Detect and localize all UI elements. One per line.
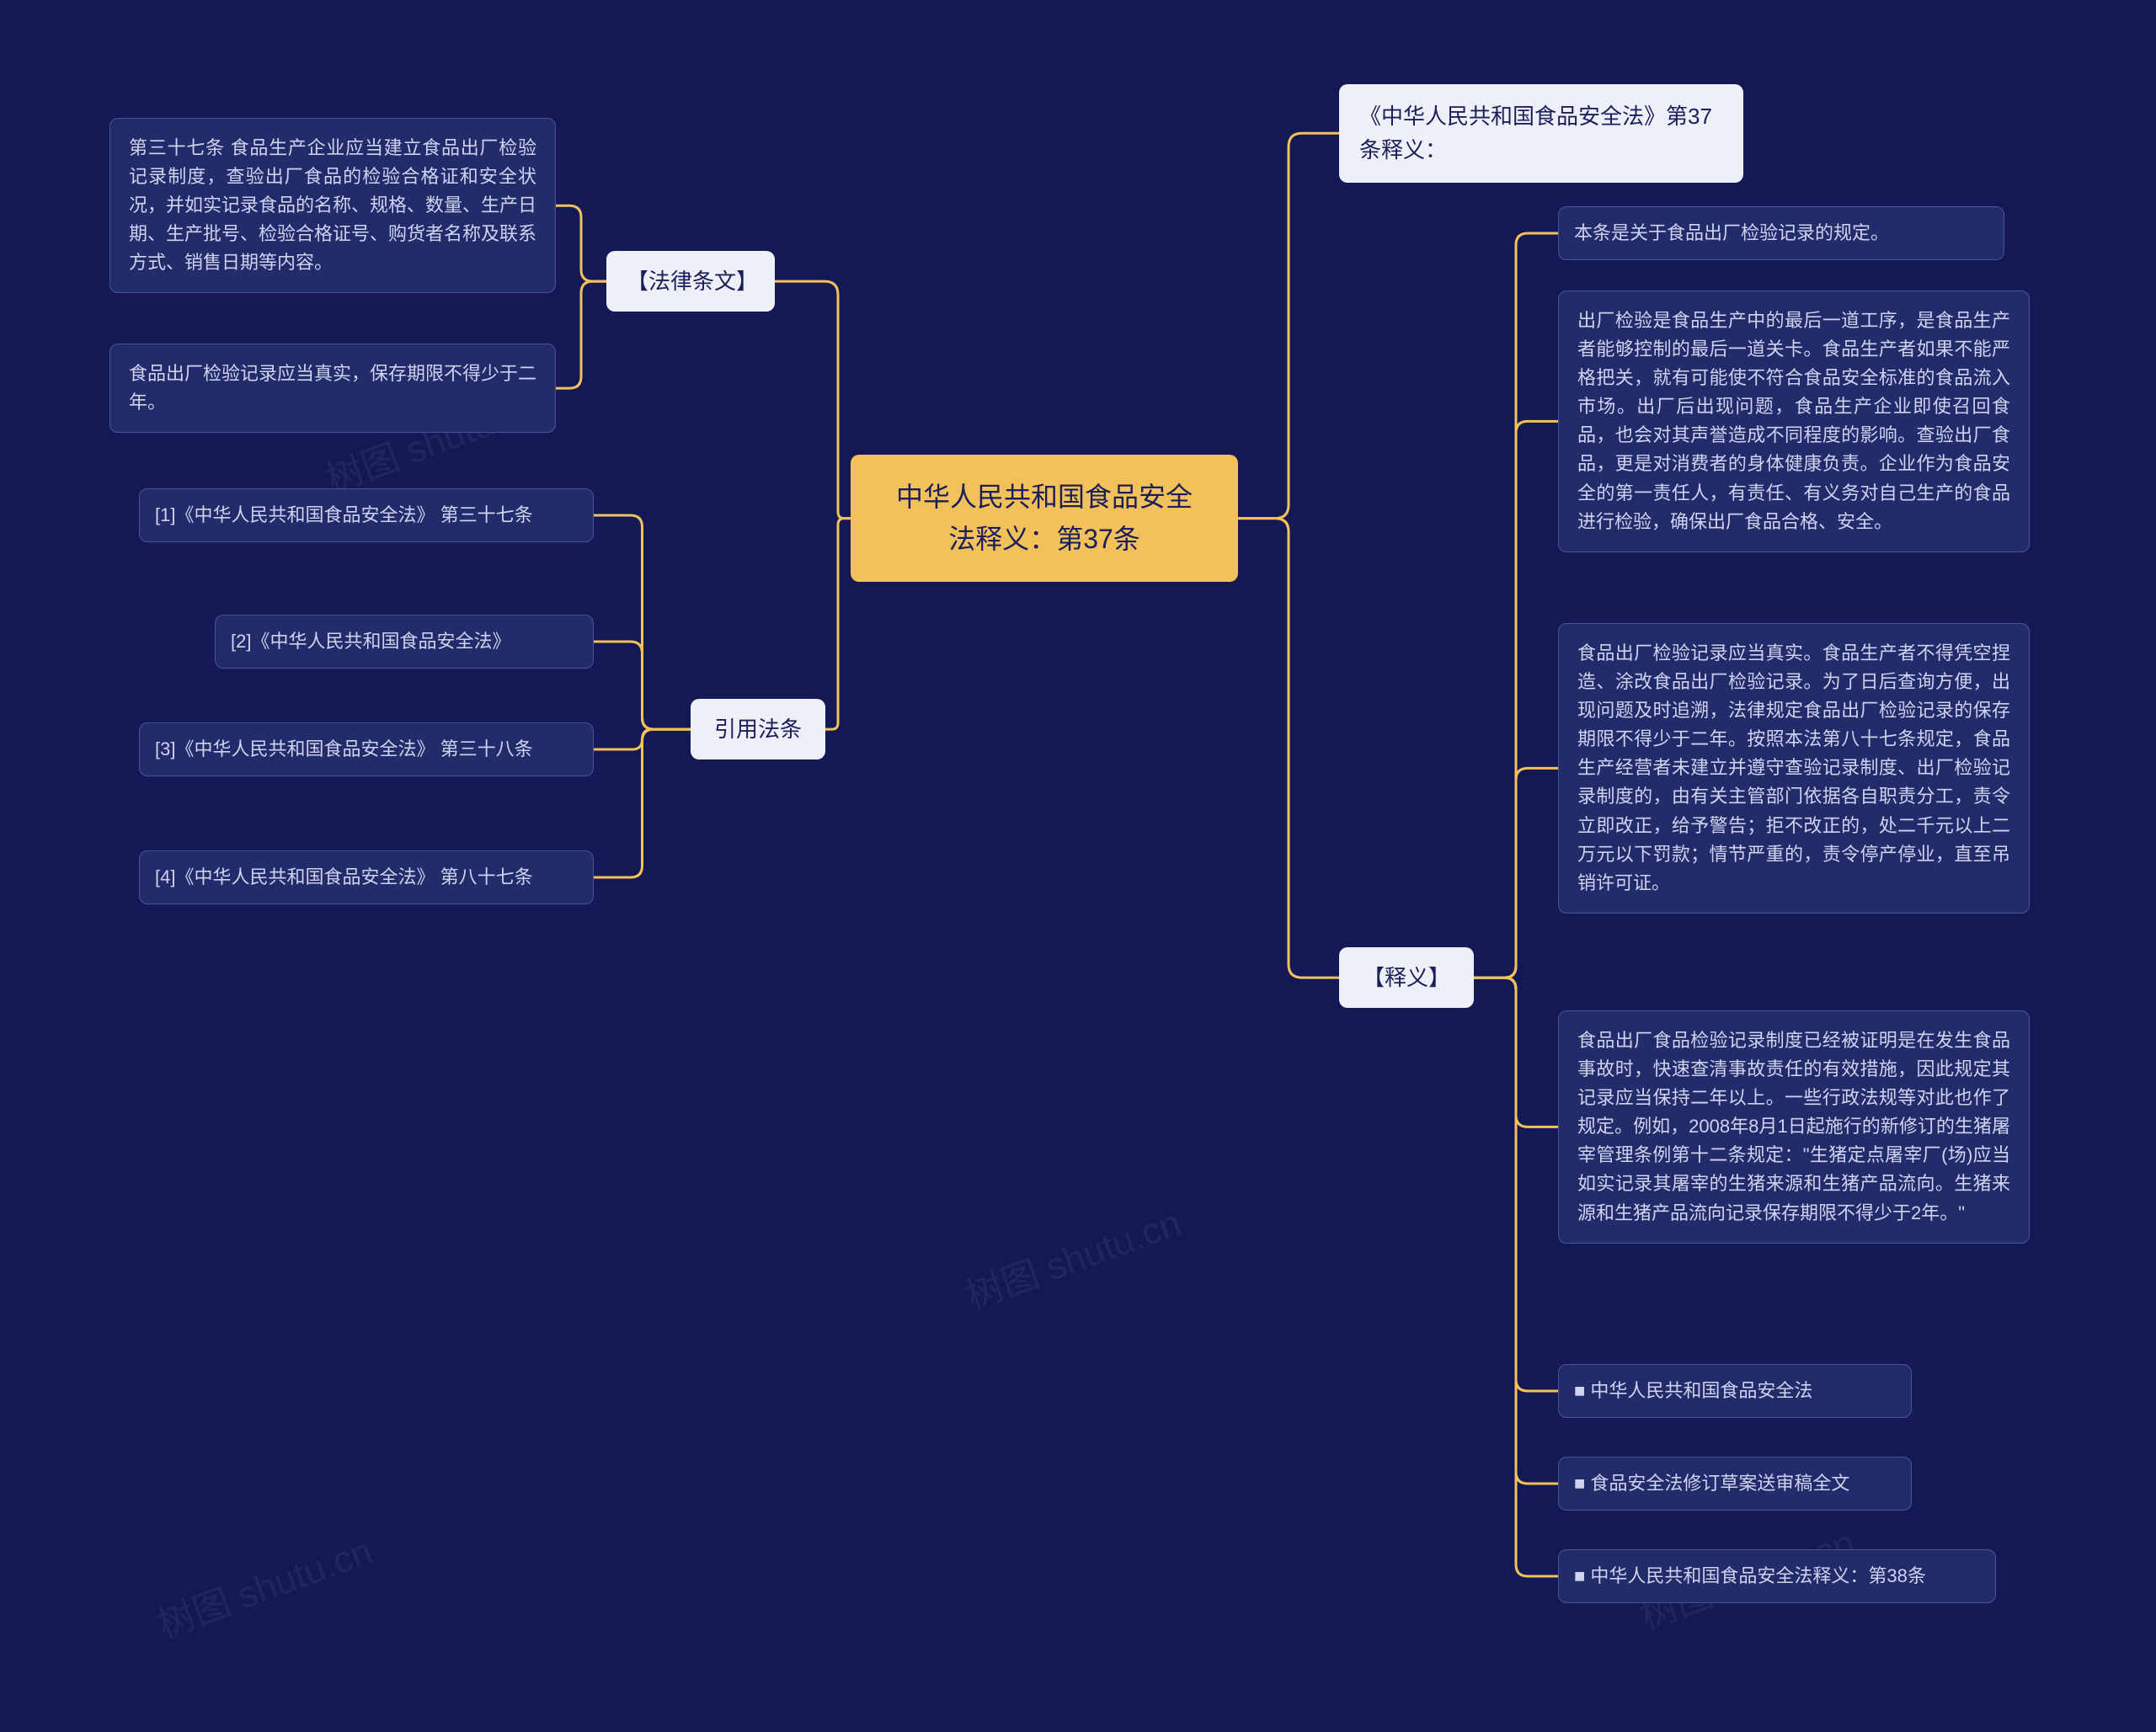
interp-bullet-3: 中华人民共和国食品安全法释义：第38条 (1558, 1549, 1996, 1603)
law-text-item-2: 食品出厂检验记录应当真实，保存期限不得少于二年。 (109, 344, 556, 433)
watermark: 树图 shutu.cn (958, 1192, 1187, 1319)
interp-item-2: 出厂检验是食品生产中的最后一道工序，是食品生产者能够控制的最后一道关卡。食品生产… (1558, 290, 2030, 552)
law-text-item-1: 第三十七条 食品生产企业应当建立食品出厂检验记录制度，查验出厂食品的检验合格证和… (109, 118, 556, 293)
watermark: 树图 shutu.cn (149, 1521, 378, 1648)
interp-bullet-1: 中华人民共和国食品安全法 (1558, 1364, 1912, 1418)
root-node: 中华人民共和国食品安全 法释义：第37条 (851, 455, 1238, 582)
cited-law-1: [1]《中华人民共和国食品安全法》 第三十七条 (139, 488, 594, 542)
interp-item-1: 本条是关于食品出厂检验记录的规定。 (1558, 206, 2004, 260)
cited-law-2: [2]《中华人民共和国食品安全法》 (215, 615, 594, 669)
left-branch-law-text: 【法律条文】 (606, 251, 775, 312)
cited-law-3: [3]《中华人民共和国食品安全法》 第三十八条 (139, 722, 594, 776)
root-title-line2: 法释义：第37条 (876, 519, 1213, 561)
right-header: 《中华人民共和国食品安全法》第37条释义： (1339, 84, 1743, 183)
cited-law-4: [4]《中华人民共和国食品安全法》 第八十七条 (139, 850, 594, 904)
left-branch-cited-laws: 引用法条 (691, 699, 825, 759)
interp-bullet-2: 食品安全法修订草案送审稿全文 (1558, 1457, 1912, 1511)
interp-item-3: 食品出厂检验记录应当真实。食品生产者不得凭空捏造、涂改食品出厂检验记录。为了日后… (1558, 623, 2030, 914)
interp-item-4: 食品出厂食品检验记录制度已经被证明是在发生食品事故时，快速查清事故责任的有效措施… (1558, 1010, 2030, 1244)
right-branch-interpretation: 【释义】 (1339, 947, 1474, 1008)
root-title-line1: 中华人民共和国食品安全 (876, 477, 1213, 519)
